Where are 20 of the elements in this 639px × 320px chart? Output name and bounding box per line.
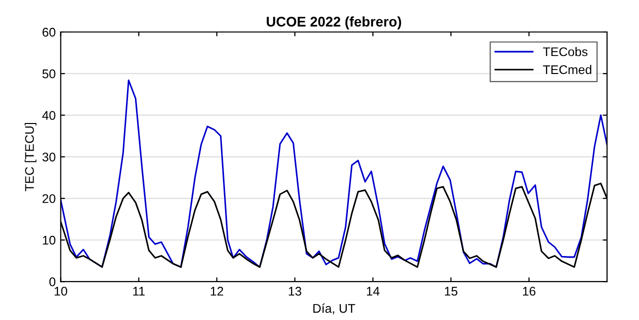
y-tick-label: 50 <box>42 69 56 78</box>
legend-label: TECobs <box>543 47 588 56</box>
x-tick-label: 12 <box>210 286 224 296</box>
legend-label: TECmed <box>543 64 592 74</box>
x-tick-label: 13 <box>288 286 302 296</box>
x-axis-title: Día, UT <box>313 304 356 314</box>
line-series <box>60 79 608 268</box>
x-tick-label: 14 <box>366 286 380 296</box>
x-tick-label: 11 <box>133 286 145 296</box>
y-tick-label: 30 <box>42 152 56 162</box>
x-tick-label: 10 <box>54 286 68 296</box>
y-tick-label: 40 <box>42 111 56 120</box>
y-tick-label: 20 <box>42 194 56 204</box>
y-tick-label: 0 <box>49 277 56 286</box>
x-tick-label: 15 <box>444 286 458 296</box>
y-tick-label: 10 <box>42 236 56 245</box>
y-axis-title: TEC [TECU] <box>24 122 36 192</box>
chart-title: UCOE 2022 (febrero) <box>266 16 402 30</box>
x-tick-label: 16 <box>523 286 536 296</box>
y-tick-label: 60 <box>42 28 56 37</box>
